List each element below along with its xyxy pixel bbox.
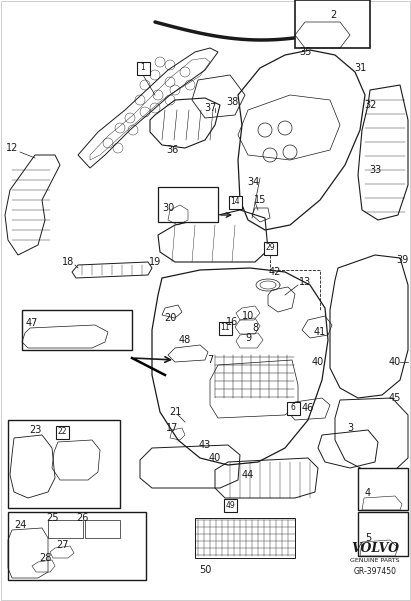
Text: 36: 36 bbox=[166, 145, 178, 155]
Text: 34: 34 bbox=[247, 177, 259, 187]
Text: 12: 12 bbox=[6, 143, 18, 153]
Text: 2: 2 bbox=[330, 10, 336, 20]
Text: 35: 35 bbox=[299, 47, 311, 57]
Text: 46: 46 bbox=[302, 403, 314, 413]
Text: 28: 28 bbox=[39, 553, 51, 563]
Text: GR-397450: GR-397450 bbox=[353, 567, 397, 576]
Text: 43: 43 bbox=[199, 440, 211, 450]
Bar bbox=[286, 401, 300, 415]
Bar bbox=[224, 498, 236, 511]
Text: 6: 6 bbox=[291, 403, 296, 412]
Text: 48: 48 bbox=[179, 335, 191, 345]
Text: 9: 9 bbox=[245, 333, 251, 343]
Text: 27: 27 bbox=[56, 540, 68, 550]
Text: 17: 17 bbox=[166, 423, 178, 433]
Bar bbox=[48, 520, 83, 538]
Text: 19: 19 bbox=[149, 257, 161, 267]
Text: 50: 50 bbox=[199, 565, 211, 575]
Bar bbox=[295, 0, 370, 48]
Bar bbox=[358, 468, 408, 510]
Bar bbox=[158, 187, 218, 222]
Text: 49: 49 bbox=[225, 501, 235, 510]
Bar bbox=[136, 61, 150, 75]
Text: 45: 45 bbox=[389, 393, 401, 403]
Text: 25: 25 bbox=[46, 513, 58, 523]
Bar bbox=[85, 520, 120, 538]
Text: 33: 33 bbox=[369, 165, 381, 175]
Text: 31: 31 bbox=[354, 63, 366, 73]
Bar bbox=[8, 512, 146, 580]
Bar bbox=[358, 512, 408, 556]
Text: 40: 40 bbox=[209, 453, 221, 463]
Text: 39: 39 bbox=[396, 255, 408, 265]
Text: 21: 21 bbox=[169, 407, 181, 417]
Text: 20: 20 bbox=[164, 313, 176, 323]
Text: 29: 29 bbox=[265, 243, 275, 252]
Text: 26: 26 bbox=[76, 513, 88, 523]
Text: 23: 23 bbox=[29, 425, 41, 435]
Text: 41: 41 bbox=[314, 327, 326, 337]
Text: 44: 44 bbox=[242, 470, 254, 480]
Text: VOLVO: VOLVO bbox=[351, 542, 399, 555]
Text: 18: 18 bbox=[62, 257, 74, 267]
Bar bbox=[195, 518, 295, 558]
Text: 14: 14 bbox=[230, 198, 240, 207]
Text: 15: 15 bbox=[254, 195, 266, 205]
Bar bbox=[55, 426, 69, 439]
Text: 3: 3 bbox=[347, 423, 353, 433]
Text: 22: 22 bbox=[57, 427, 67, 436]
Bar bbox=[229, 195, 242, 209]
Text: 24: 24 bbox=[14, 520, 26, 530]
Text: 4: 4 bbox=[365, 488, 371, 498]
Text: 30: 30 bbox=[162, 203, 174, 213]
Text: 40: 40 bbox=[312, 357, 324, 367]
Bar bbox=[8, 420, 120, 508]
Bar bbox=[22, 310, 132, 350]
Bar bbox=[263, 242, 277, 254]
Text: 37: 37 bbox=[204, 103, 216, 113]
Text: 5: 5 bbox=[365, 533, 371, 543]
Text: 10: 10 bbox=[242, 311, 254, 321]
Text: 1: 1 bbox=[141, 64, 145, 73]
Bar bbox=[219, 322, 231, 335]
Text: 38: 38 bbox=[226, 97, 238, 107]
Text: 16: 16 bbox=[226, 317, 238, 327]
Text: 32: 32 bbox=[364, 100, 376, 110]
Text: 42: 42 bbox=[269, 267, 281, 277]
Text: 11: 11 bbox=[220, 323, 230, 332]
Text: GENUINE PARTS: GENUINE PARTS bbox=[350, 558, 400, 563]
Text: 40: 40 bbox=[389, 357, 401, 367]
Text: 8: 8 bbox=[252, 323, 258, 333]
Text: 47: 47 bbox=[26, 318, 38, 328]
Text: 13: 13 bbox=[299, 277, 311, 287]
Text: 7: 7 bbox=[207, 355, 213, 365]
